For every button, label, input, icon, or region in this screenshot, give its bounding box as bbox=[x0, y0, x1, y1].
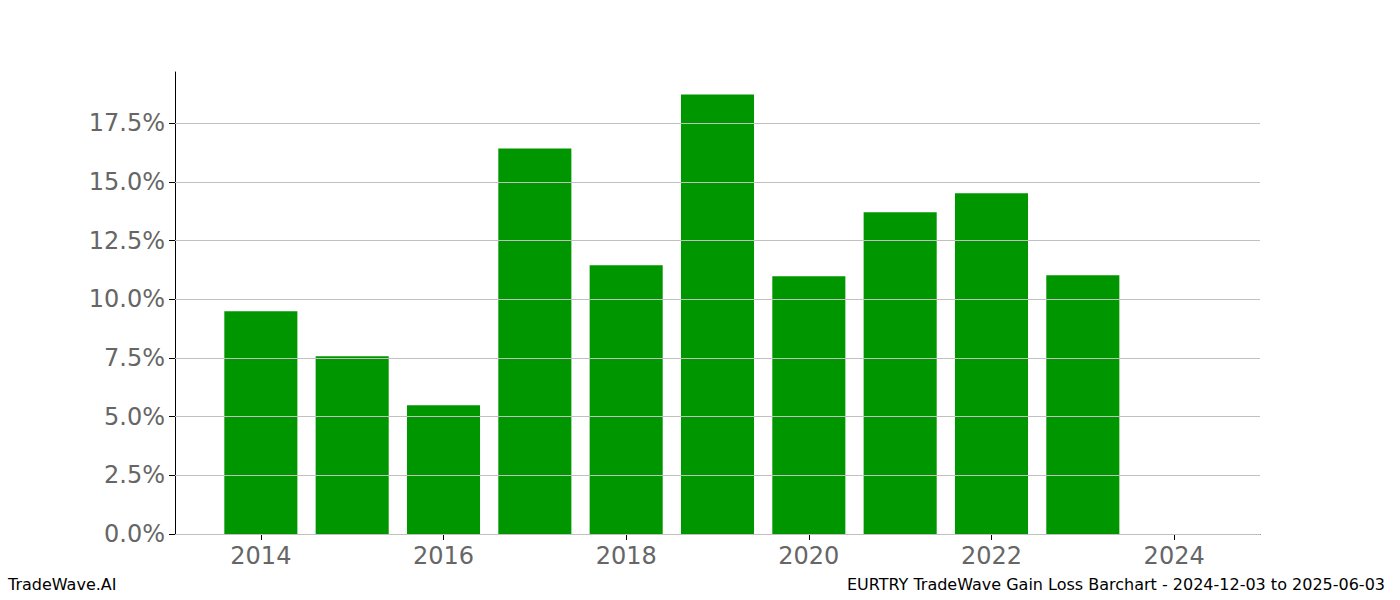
svg-text:10.0%: 10.0% bbox=[89, 285, 165, 313]
svg-text:17.5%: 17.5% bbox=[89, 109, 165, 137]
svg-text:2016: 2016 bbox=[413, 542, 474, 570]
svg-text:2014: 2014 bbox=[230, 542, 291, 570]
svg-text:0.0%: 0.0% bbox=[104, 520, 165, 548]
svg-text:2020: 2020 bbox=[778, 542, 839, 570]
svg-text:2.5%: 2.5% bbox=[104, 461, 165, 489]
svg-text:2024: 2024 bbox=[1144, 542, 1205, 570]
svg-text:EURTRY TradeWave Gain Loss Bar: EURTRY TradeWave Gain Loss Barchart - 20… bbox=[847, 575, 1385, 594]
svg-text:TradeWave.AI: TradeWave.AI bbox=[7, 575, 116, 594]
svg-text:15.0%: 15.0% bbox=[89, 168, 165, 196]
svg-text:5.0%: 5.0% bbox=[104, 403, 165, 431]
svg-text:7.5%: 7.5% bbox=[104, 344, 165, 372]
svg-text:12.5%: 12.5% bbox=[89, 227, 165, 255]
svg-text:2022: 2022 bbox=[961, 542, 1022, 570]
svg-text:2018: 2018 bbox=[596, 542, 657, 570]
